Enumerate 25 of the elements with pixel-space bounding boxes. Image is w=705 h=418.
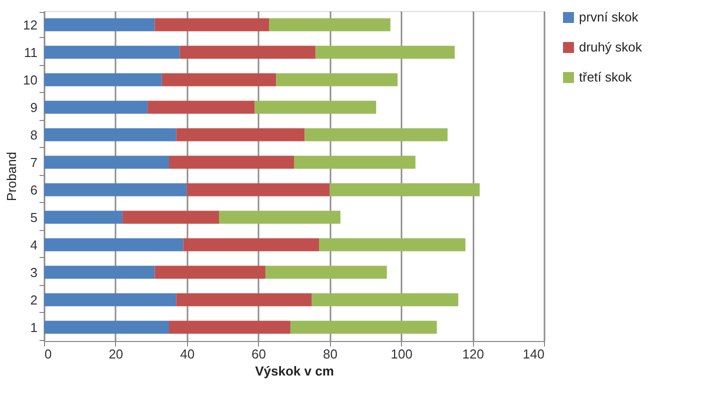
x-tick-label: 120 [462, 346, 484, 362]
x-tick-label: 0 [44, 346, 52, 362]
y-tick-label: 1 [30, 320, 38, 335]
legend-label: druhý skok [579, 40, 642, 54]
y-tick-label: 4 [30, 237, 38, 252]
y-tick-label: 11 [24, 44, 38, 60]
x-tick-label: 40 [180, 346, 195, 362]
x-tick-label: 20 [108, 346, 124, 362]
x-axis-title: Výskok v cm [255, 364, 334, 378]
x-tick-label: 60 [252, 346, 266, 362]
legend-label: třetí skok [579, 70, 632, 84]
y-tick-label: 6 [30, 182, 38, 198]
y-axis-title: Proband [4, 152, 20, 202]
y-tick-label: 12 [23, 17, 38, 32]
legend-label: první skok [579, 10, 639, 24]
x-tick-label: 100 [390, 346, 412, 362]
x-tick-label: 140 [522, 346, 544, 362]
y-tick-label: 9 [30, 100, 38, 115]
y-tick-label: 7 [30, 154, 38, 170]
x-tick-label: 80 [322, 346, 338, 362]
y-tick-label: 8 [30, 127, 38, 142]
y-tick-label: 10 [23, 72, 38, 88]
y-tick-label: 2 [30, 292, 38, 308]
y-tick-label: 3 [30, 264, 38, 280]
y-tick-label: 5 [30, 210, 38, 225]
